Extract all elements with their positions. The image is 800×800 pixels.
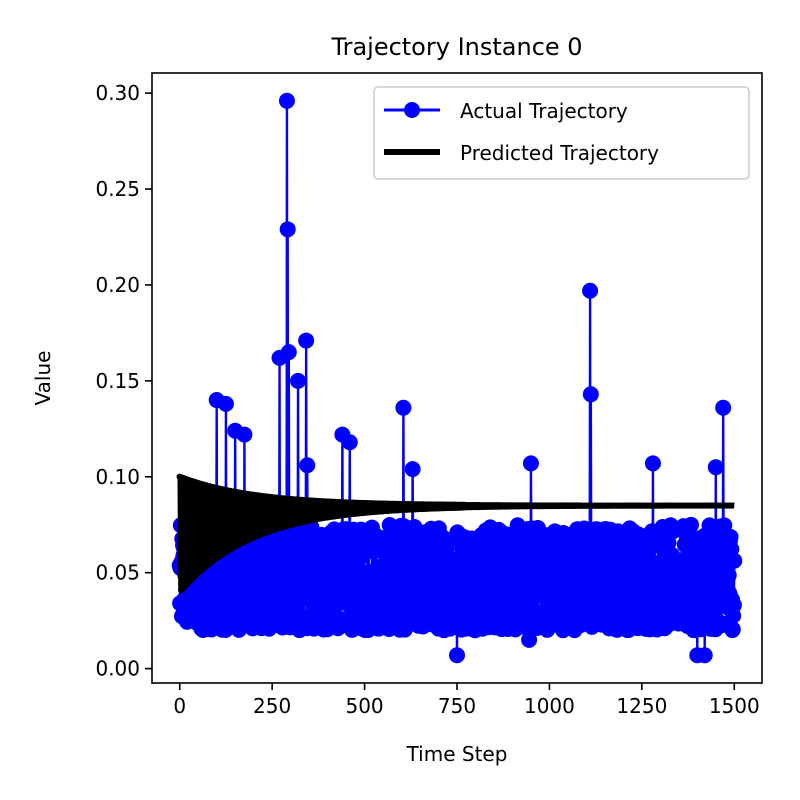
- actual-trajectory-point: [290, 372, 307, 389]
- actual-trajectory-point: [298, 332, 315, 349]
- actual-trajectory-point: [720, 567, 737, 584]
- plot-frame: [151, 72, 763, 684]
- y-tick-label: 0.05: [95, 561, 140, 585]
- actual-trajectory-point: [582, 386, 599, 403]
- actual-trajectory-point: [707, 459, 724, 476]
- actual-trajectory-point: [280, 344, 297, 361]
- actual-trajectory-point: [341, 434, 358, 451]
- actual-trajectory-point: [726, 552, 743, 569]
- legend-actual-label: Actual Trajectory: [460, 99, 628, 123]
- y-tick-label: 0.20: [95, 273, 140, 297]
- y-tick-label: 0.30: [95, 81, 140, 105]
- actual-trajectory-point: [521, 631, 538, 648]
- x-tick-label: 1500: [709, 694, 760, 718]
- legend: Actual Trajectory Predicted Trajectory: [373, 86, 750, 180]
- actual-trajectory-point: [722, 528, 739, 545]
- legend-actual-marker-swatch: [404, 102, 420, 118]
- predicted-trajectory-series: [176, 473, 737, 594]
- actual-trajectory-point: [683, 516, 700, 533]
- legend-box: [373, 86, 750, 180]
- axis-ticks: 0 250 500 750 1000 1250 1500 0.00 0.05 0.10 0.15 0.…: [95, 81, 759, 718]
- chart-title: Trajectory Instance 0: [330, 33, 582, 61]
- x-tick-label: 250: [253, 694, 291, 718]
- x-tick-label: 0: [173, 694, 186, 718]
- y-tick-label: 0.15: [95, 369, 140, 393]
- actual-trajectory-point: [395, 399, 412, 416]
- x-axis-label: Time Step: [406, 742, 508, 766]
- actual-trajectory-point: [299, 457, 316, 474]
- actual-trajectory-point: [696, 647, 713, 664]
- actual-trajectory-point: [522, 455, 539, 472]
- actual-trajectory-point: [644, 455, 661, 472]
- actual-trajectory-point: [449, 647, 465, 664]
- x-tick-label: 750: [438, 694, 476, 718]
- actual-trajectory-point: [217, 395, 234, 412]
- y-tick-label: 0.25: [95, 177, 140, 201]
- actual-trajectory-point: [725, 597, 742, 614]
- x-tick-label: 500: [345, 694, 383, 718]
- actual-trajectory-point: [404, 461, 421, 478]
- legend-predicted-label: Predicted Trajectory: [460, 141, 659, 165]
- actual-trajectory-point: [715, 399, 732, 416]
- predicted-trajectory-point: [461, 501, 468, 509]
- actual-trajectory-point: [236, 426, 253, 443]
- y-tick-label: 0.00: [95, 657, 140, 681]
- actual-trajectory-point: [279, 221, 296, 238]
- y-axis-label: Value: [31, 351, 55, 406]
- actual-trajectory-point: [582, 282, 599, 299]
- actual-trajectory-point: [278, 92, 295, 109]
- y-tick-label: 0.10: [95, 465, 140, 489]
- actual-trajectory-point: [724, 621, 741, 638]
- x-tick-label: 1250: [616, 694, 667, 718]
- x-tick-label: 1000: [524, 694, 575, 718]
